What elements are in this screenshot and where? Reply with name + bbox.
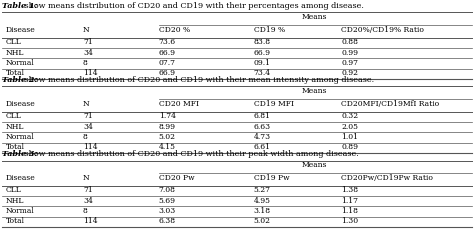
Text: 5.27: 5.27 (254, 186, 271, 194)
Text: 1.30: 1.30 (341, 217, 358, 225)
Text: 5.69: 5.69 (159, 197, 176, 205)
Text: Normal: Normal (6, 59, 35, 67)
Text: CD20MFI/CD19MfI Ratio: CD20MFI/CD19MfI Ratio (341, 100, 439, 108)
Text: 114: 114 (83, 143, 98, 151)
Text: Normal: Normal (6, 133, 35, 141)
Text: 0.32: 0.32 (341, 112, 358, 120)
Text: 6.61: 6.61 (254, 143, 271, 151)
Text: NHL: NHL (6, 123, 24, 131)
Text: 34: 34 (83, 123, 93, 131)
Text: 8: 8 (83, 207, 88, 215)
Text: 5.02: 5.02 (159, 133, 176, 141)
Text: 6.38: 6.38 (159, 217, 176, 225)
Text: 1.17: 1.17 (341, 197, 358, 205)
Text: CD19 Pw: CD19 Pw (254, 174, 289, 182)
Text: 1.01: 1.01 (341, 133, 358, 141)
Text: CLL: CLL (6, 112, 21, 120)
Text: 0.89: 0.89 (341, 143, 358, 151)
Text: Total: Total (6, 217, 25, 225)
Text: 1.74: 1.74 (159, 112, 176, 120)
Text: 66.9: 66.9 (254, 49, 271, 57)
Text: CLL: CLL (6, 38, 21, 46)
Text: 3.03: 3.03 (159, 207, 176, 215)
Text: 8: 8 (83, 59, 88, 67)
Text: CD20 MFI: CD20 MFI (159, 100, 199, 108)
Text: CD20%/CD19% Ratio: CD20%/CD19% Ratio (341, 26, 424, 34)
Text: 0.88: 0.88 (341, 38, 358, 46)
Text: 2.05: 2.05 (341, 123, 358, 131)
Text: N: N (83, 100, 90, 108)
Text: 0.97: 0.97 (341, 59, 358, 67)
Text: Normal: Normal (6, 207, 35, 215)
Text: CD19 MFI: CD19 MFI (254, 100, 293, 108)
Text: 3.18: 3.18 (254, 207, 271, 215)
Text: Total: Total (6, 143, 25, 151)
Text: 83.8: 83.8 (254, 38, 271, 46)
Text: 7.08: 7.08 (159, 186, 176, 194)
Text: Disease: Disease (6, 100, 36, 108)
Text: Disease: Disease (6, 26, 36, 34)
Text: 73.4: 73.4 (254, 69, 271, 77)
Text: Disease: Disease (6, 174, 36, 182)
Text: 66.9: 66.9 (159, 49, 176, 57)
Text: 5.02: 5.02 (254, 217, 271, 225)
Text: 8: 8 (83, 133, 88, 141)
Text: CD20 %: CD20 % (159, 26, 190, 34)
Text: 4.73: 4.73 (254, 133, 271, 141)
Text: show means distribution of CD20 and CD19 with their percentages among disease.: show means distribution of CD20 and CD19… (22, 2, 364, 10)
Text: 71: 71 (83, 112, 93, 120)
Text: CD19 %: CD19 % (254, 26, 285, 34)
Text: CLL: CLL (6, 186, 21, 194)
Text: Table 2:: Table 2: (2, 76, 38, 84)
Text: 71: 71 (83, 186, 93, 194)
Text: Total: Total (6, 69, 25, 77)
Text: 0.99: 0.99 (341, 49, 358, 57)
Text: 1.18: 1.18 (341, 207, 358, 215)
Text: Table 3:: Table 3: (2, 150, 38, 158)
Text: 114: 114 (83, 217, 98, 225)
Text: 71: 71 (83, 38, 93, 46)
Text: 09.1: 09.1 (254, 59, 271, 67)
Text: 6.63: 6.63 (254, 123, 271, 131)
Text: Means: Means (301, 161, 327, 169)
Text: show means distribution of CD20 and CD19 with their mean intensity among disease: show means distribution of CD20 and CD19… (22, 76, 374, 84)
Text: 07.7: 07.7 (159, 59, 176, 67)
Text: CD20 Pw: CD20 Pw (159, 174, 194, 182)
Text: 1.38: 1.38 (341, 186, 358, 194)
Text: show means distribution of CD20 and CD19 with their peak width among disease.: show means distribution of CD20 and CD19… (22, 150, 359, 158)
Text: CD20Pw/CD19Pw Ratio: CD20Pw/CD19Pw Ratio (341, 174, 433, 182)
Text: N: N (83, 26, 90, 34)
Text: 4.95: 4.95 (254, 197, 271, 205)
Text: 6.81: 6.81 (254, 112, 271, 120)
Text: 114: 114 (83, 69, 98, 77)
Text: NHL: NHL (6, 49, 24, 57)
Text: N: N (83, 174, 90, 182)
Text: 0.92: 0.92 (341, 69, 358, 77)
Text: 73.6: 73.6 (159, 38, 176, 46)
Text: NHL: NHL (6, 197, 24, 205)
Text: Table 1:: Table 1: (2, 2, 38, 10)
Text: 34: 34 (83, 49, 93, 57)
Text: Means: Means (301, 13, 327, 21)
Text: Means: Means (301, 87, 327, 95)
Text: 34: 34 (83, 197, 93, 205)
Text: 66.9: 66.9 (159, 69, 176, 77)
Text: 8.99: 8.99 (159, 123, 176, 131)
Text: 4.15: 4.15 (159, 143, 176, 151)
